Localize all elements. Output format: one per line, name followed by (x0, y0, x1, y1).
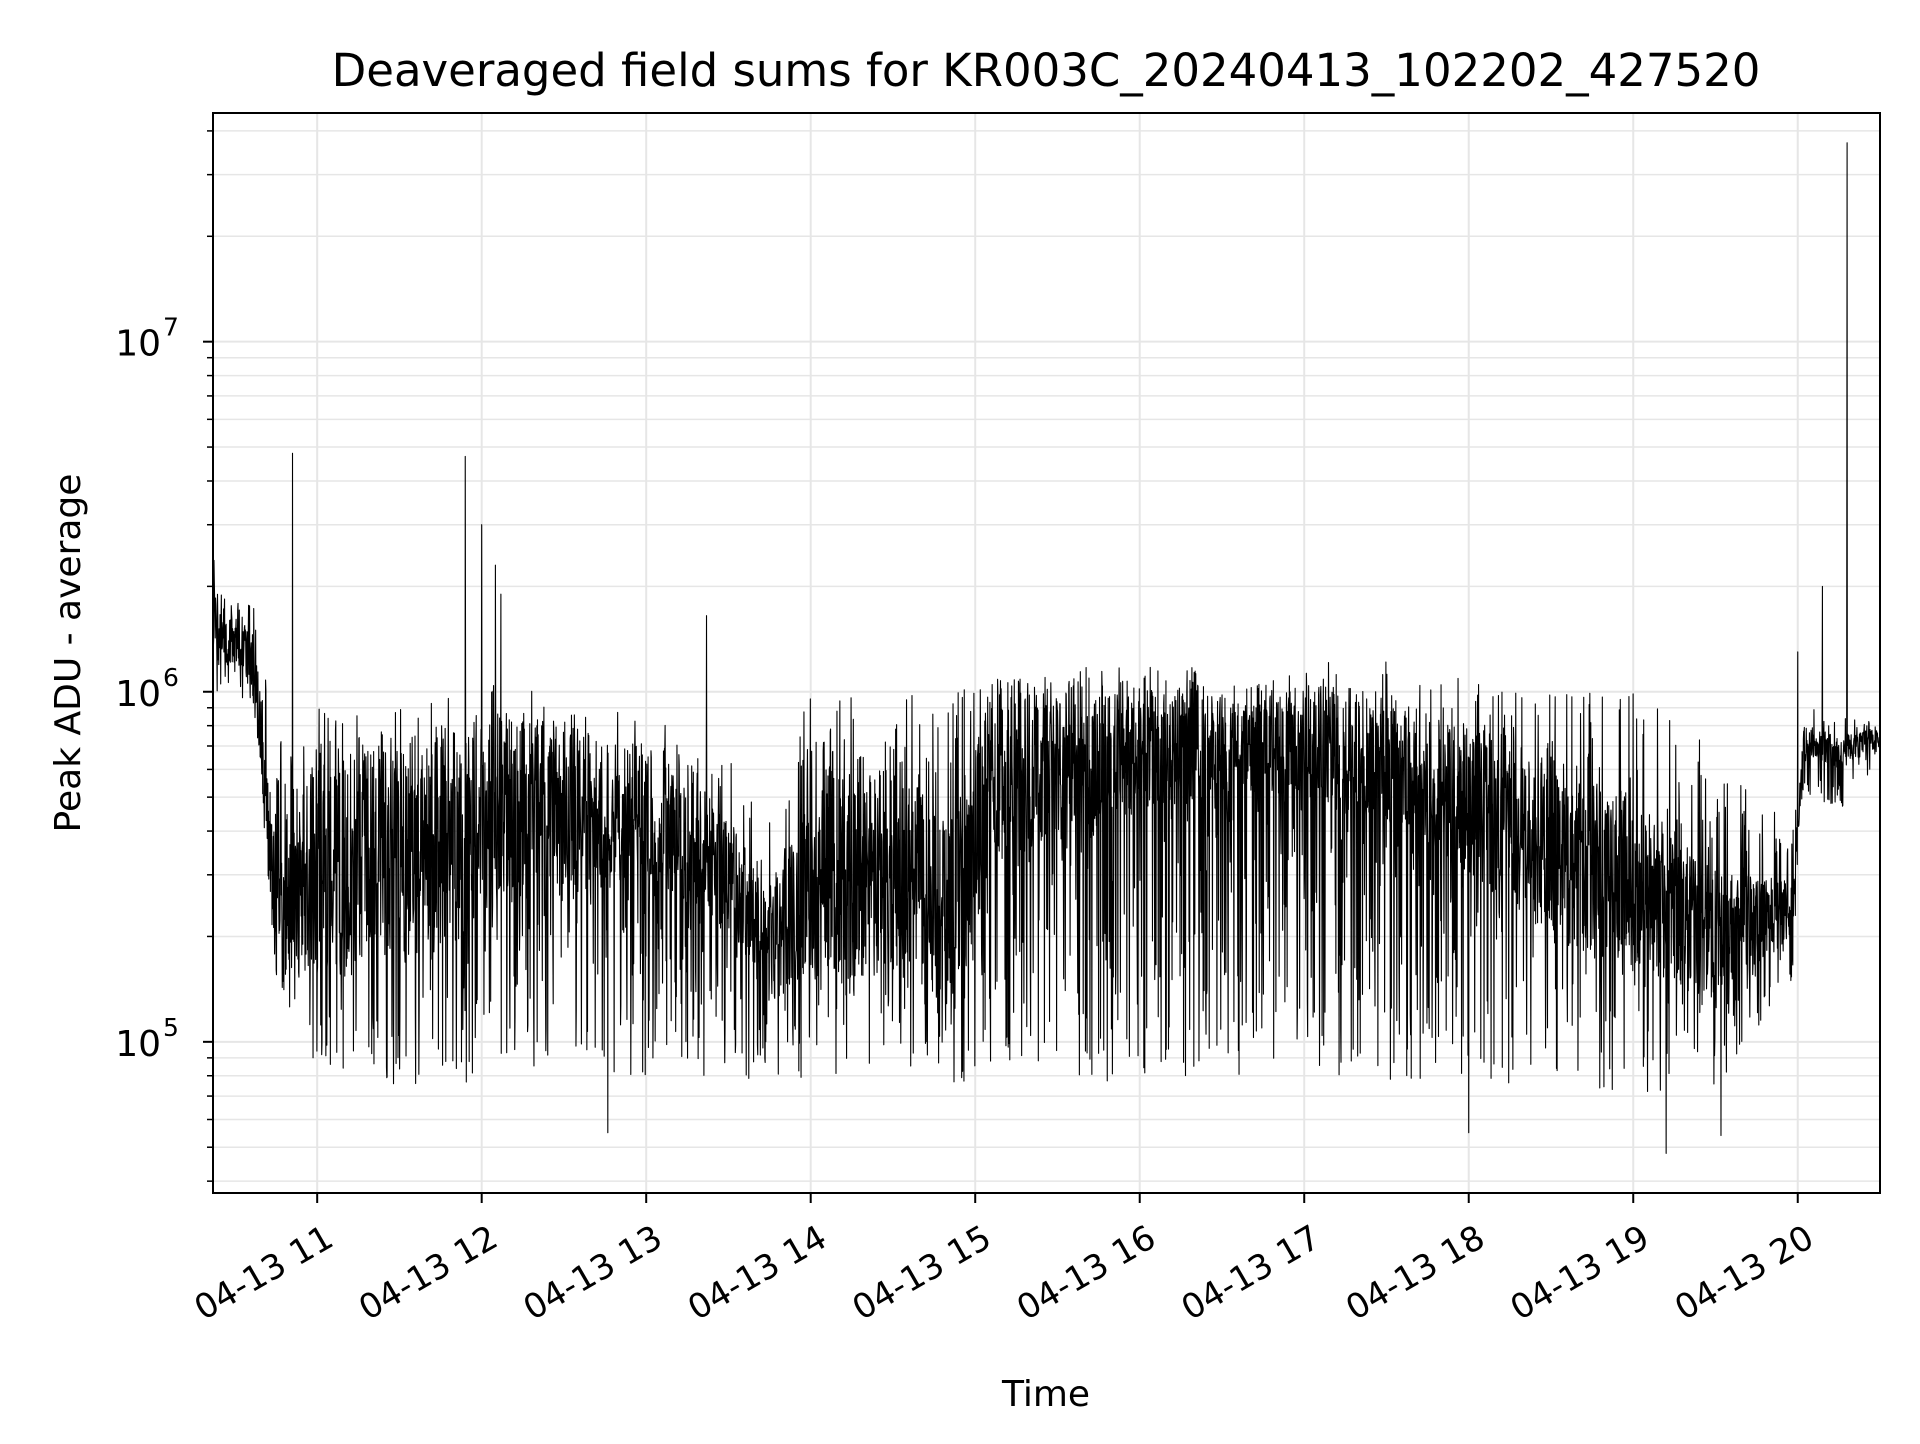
series-line (213, 142, 1880, 1154)
y-tick-exponent: 6 (163, 663, 179, 692)
y-tick-label: 10 (115, 1024, 161, 1065)
y-tick-base: 10 (115, 324, 161, 365)
y-tick-exponent: 7 (163, 313, 179, 342)
chart-title: Deaveraged field sums for KR003C_2024041… (332, 44, 1761, 97)
y-tick-label: 10 (115, 324, 161, 365)
plot-frame (212, 112, 1881, 1194)
x-axis-label: Time (1001, 1374, 1090, 1415)
series-layer (213, 142, 1880, 1154)
y-tick-exponent: 5 (163, 1013, 179, 1042)
y-tick-label: 10 (115, 674, 161, 715)
y-axis-label: Peak ADU - average (48, 474, 89, 833)
y-tick-base: 10 (115, 674, 161, 715)
y-tick-base: 10 (115, 1024, 161, 1065)
